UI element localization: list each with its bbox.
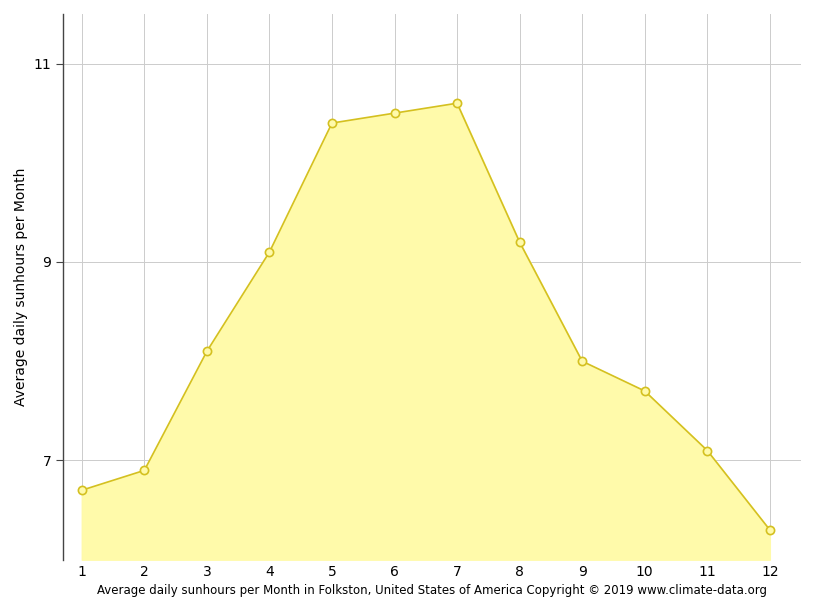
Y-axis label: Average daily sunhours per Month: Average daily sunhours per Month — [14, 167, 28, 406]
Point — [138, 466, 151, 475]
Point — [263, 247, 276, 257]
Point — [75, 485, 88, 495]
Point — [575, 356, 588, 366]
X-axis label: Average daily sunhours per Month in Folkston, United States of America Copyright: Average daily sunhours per Month in Folk… — [97, 584, 767, 597]
Point — [764, 525, 777, 535]
Point — [638, 386, 651, 396]
Point — [701, 445, 714, 455]
Point — [388, 108, 401, 118]
Point — [451, 98, 464, 108]
Point — [513, 237, 526, 247]
Point — [200, 346, 214, 356]
Point — [325, 118, 338, 128]
